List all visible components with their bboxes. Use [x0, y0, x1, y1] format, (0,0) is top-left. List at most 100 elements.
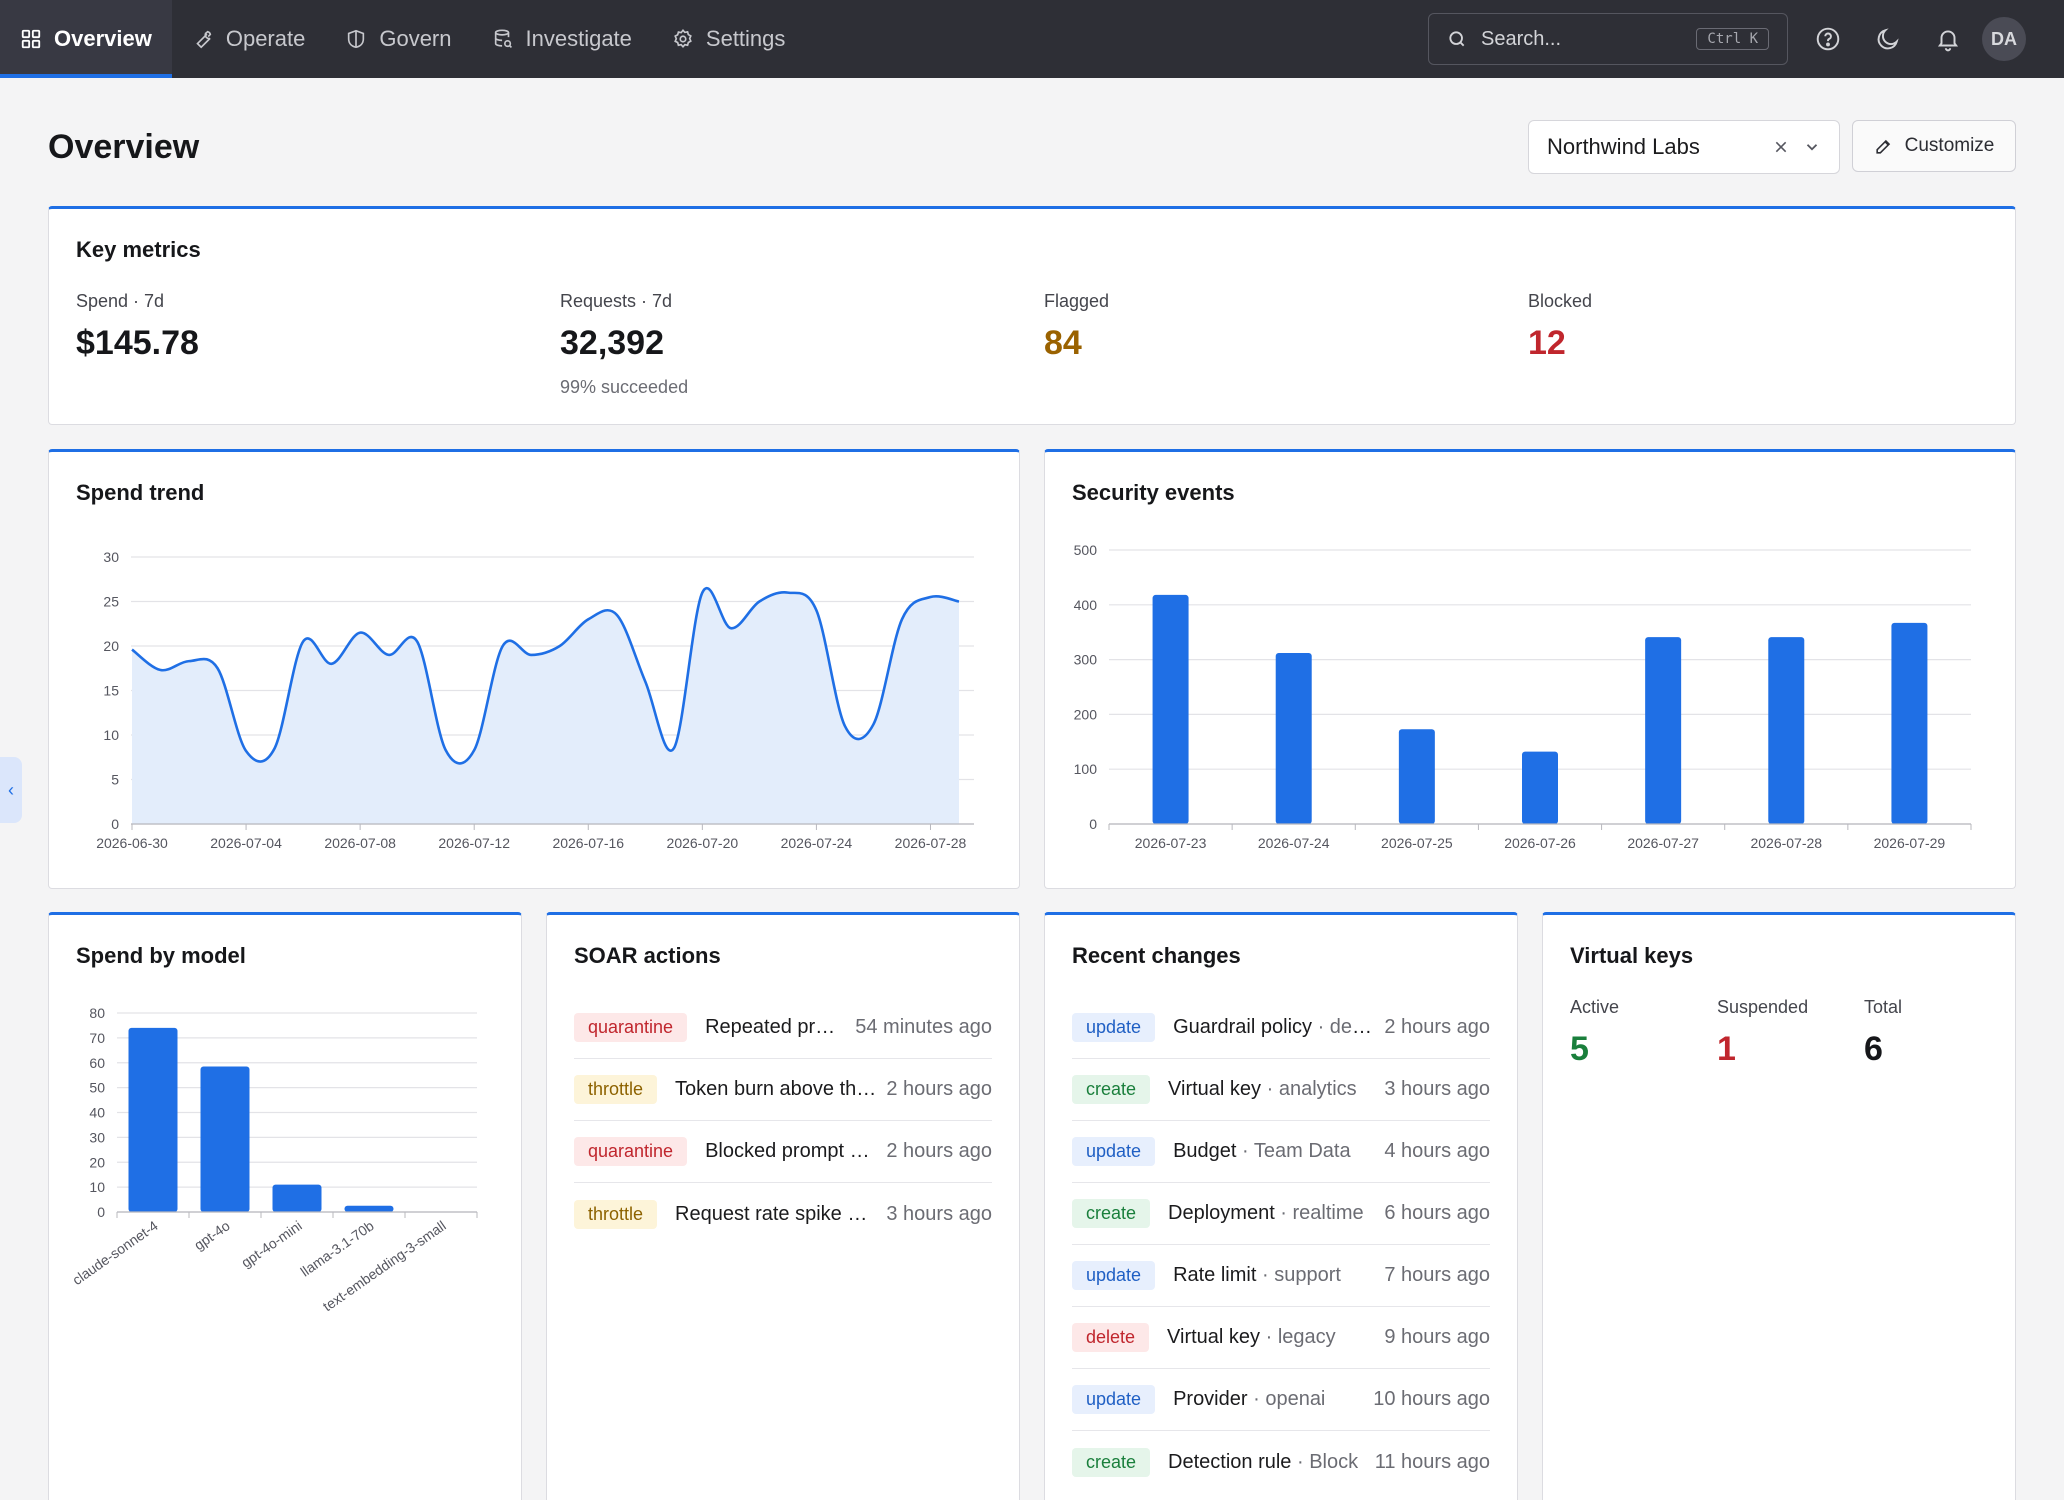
nav-tab-govern[interactable]: Govern — [325, 0, 471, 78]
change-entity-name: Budget — [1173, 1140, 1237, 1162]
search-icon — [1449, 31, 1465, 47]
spend-by-model-card: Spend by model 0 10 20 30 40 50 60 70 80 claude-s… — [48, 912, 522, 1500]
nav-tab-label: Overview — [54, 26, 152, 51]
list-item-text: Guardrail policy · default — [1173, 1016, 1374, 1039]
nav-tab-overview[interactable]: Overview — [0, 0, 172, 78]
notifications-bell-icon[interactable] — [1931, 22, 1965, 56]
x-tick-label: 2026-07-24 — [1258, 835, 1330, 851]
y-tick-label: 70 — [89, 1030, 105, 1046]
bar[interactable] — [272, 1184, 322, 1212]
page-title: Overview — [48, 128, 200, 166]
spend-trend-card: Spend trend 0 5 10 15 20 25 30 2026-06-30 2026-0… — [48, 449, 1020, 889]
relative-time: 3 hours ago — [886, 1202, 992, 1225]
security-events-chart: 0 100 200 300 400 500 2026-07-23 2026-07-24 2026… — [1074, 542, 1972, 851]
metric-flagged: Flagged 84 — [1044, 291, 1109, 363]
user-avatar[interactable]: DA — [1982, 17, 2026, 61]
change-entity-name: Provider — [1173, 1388, 1248, 1410]
organization-select-value: Northwind Labs — [1547, 134, 1700, 159]
y-tick-label: 10 — [103, 727, 119, 743]
bar[interactable] — [344, 1205, 394, 1212]
x-tick-label: 2026-07-28 — [1750, 835, 1822, 851]
list-item[interactable]: throttle Token burn above threshold 2 hour… — [574, 1059, 992, 1121]
y-tick-label: 40 — [89, 1105, 105, 1121]
nav-tab-investigate[interactable]: Investigate — [472, 0, 652, 78]
clear-x-icon[interactable] — [1773, 139, 1789, 155]
change-detail: · Team Data — [1236, 1140, 1351, 1162]
action-badge: quarantine — [574, 1013, 688, 1042]
change-detail: · support — [1256, 1264, 1341, 1286]
y-tick-label: 30 — [103, 549, 119, 565]
y-tick-label: 20 — [89, 1154, 105, 1170]
list-item[interactable]: update Provider · openai 10 hours ago — [1072, 1369, 1490, 1431]
x-tick-label: 2026-07-25 — [1381, 835, 1453, 851]
x-tick-label: 2026-07-16 — [552, 835, 624, 851]
nav-tab-settings[interactable]: Settings — [652, 0, 806, 78]
change-detail: · Block — [1291, 1450, 1359, 1473]
list-item[interactable]: create Detection rule · Block 11 hours ago — [1072, 1431, 1490, 1493]
list-item-text: Virtual key · analytics — [1168, 1078, 1374, 1101]
card-title: SOAR actions — [574, 943, 721, 968]
spend-area-fill — [132, 588, 959, 824]
metric-value: 32,392 — [560, 324, 664, 362]
change-detail: · openai — [1247, 1388, 1326, 1410]
list-item[interactable]: create Virtual key · analytics 3 hours ago — [1072, 1059, 1490, 1121]
list-item[interactable]: create Deployment · realtime 6 hours ago — [1072, 1183, 1490, 1245]
organization-select[interactable]: Northwind Labs — [1528, 120, 1840, 174]
list-item-text: Repeated prompt injection attempts — [705, 1016, 845, 1038]
bar[interactable] — [1152, 594, 1189, 824]
change-entity-name: Guardrail policy — [1173, 1016, 1313, 1038]
vk-value: 1 — [1717, 1030, 1736, 1068]
dark-mode-moon-icon[interactable] — [1871, 22, 1905, 56]
bar[interactable] — [1522, 751, 1558, 824]
nav-tab-operate[interactable]: Operate — [172, 0, 326, 78]
y-tick-label: 30 — [89, 1129, 105, 1145]
y-tick-label: 60 — [89, 1055, 105, 1071]
shield-icon — [348, 29, 365, 49]
global-search[interactable]: Search... Ctrl K — [1428, 13, 1788, 65]
bar[interactable] — [1645, 637, 1682, 824]
nav-tab-label: Operate — [225, 26, 306, 51]
relative-time: 3 hours ago — [1384, 1078, 1490, 1100]
action-badge: throttle — [574, 1075, 658, 1104]
change-detail: · realtime — [1274, 1202, 1364, 1224]
sidebar-expand-chevron-icon[interactable]: ‹ — [0, 757, 22, 823]
x-tick-label: claude-sonnet-4 — [69, 1217, 161, 1288]
virtual-keys-card: Virtual keys Active 5 Suspended 1 Total … — [1542, 912, 2016, 1500]
customize-button[interactable]: Customize — [1852, 120, 2016, 172]
bar[interactable] — [1768, 637, 1805, 824]
list-item[interactable]: throttle Request rate spike detected 3 hou… — [574, 1183, 992, 1245]
list-item[interactable]: update Budget · Team Data 4 hours ago — [1072, 1121, 1490, 1183]
metric-value: 12 — [1528, 324, 1566, 362]
bar[interactable] — [1891, 622, 1928, 824]
bar[interactable] — [1275, 653, 1312, 824]
relative-time: 2 hours ago — [1384, 1016, 1490, 1038]
spend-trend-chart: 0 5 10 15 20 25 30 2026-06-30 2026-07-04 2026-07-… — [96, 549, 974, 851]
action-badge: update — [1072, 1137, 1156, 1166]
relative-time: 2 hours ago — [886, 1078, 992, 1100]
help-icon[interactable] — [1811, 22, 1845, 56]
bar[interactable] — [200, 1066, 250, 1212]
y-tick-label: 0 — [1089, 816, 1097, 832]
list-item-text: Rate limit · support — [1173, 1264, 1374, 1287]
change-entity-name: Rate limit — [1173, 1264, 1257, 1286]
y-tick-label: 80 — [89, 1005, 105, 1021]
metric-label: Requests · 7d — [560, 291, 673, 311]
x-tick-label: 2026-07-24 — [781, 835, 853, 851]
vk-label: Suspended — [1717, 997, 1809, 1017]
chevron-down-icon[interactable] — [1803, 138, 1821, 156]
list-item[interactable]: update Rate limit · support 7 hours ago — [1072, 1245, 1490, 1307]
y-tick-label: 20 — [103, 638, 119, 654]
soar-actions-card: SOAR actions quarantine Repeated prompt i… — [546, 912, 1020, 1500]
list-item[interactable]: quarantine Repeated prompt injection atte… — [574, 997, 992, 1059]
bar[interactable] — [128, 1027, 178, 1212]
bar[interactable] — [1398, 729, 1435, 824]
card-title: Virtual keys — [1570, 943, 1694, 968]
x-tick-label: text-embedding-3-small — [320, 1217, 449, 1314]
list-item-text: Budget · Team Data — [1173, 1140, 1374, 1163]
search-shortcut-hint: Ctrl K — [1696, 28, 1769, 50]
list-item[interactable]: delete Virtual key · legacy 9 hours ago — [1072, 1307, 1490, 1369]
x-tick-label: gpt-4o — [191, 1217, 233, 1253]
list-item[interactable]: quarantine Blocked prompt exfiltration 2 h… — [574, 1121, 992, 1183]
virtual-keys-active: Active 5 — [1570, 997, 1619, 1069]
list-item[interactable]: update Guardrail policy · default 2 hours … — [1072, 997, 1490, 1059]
